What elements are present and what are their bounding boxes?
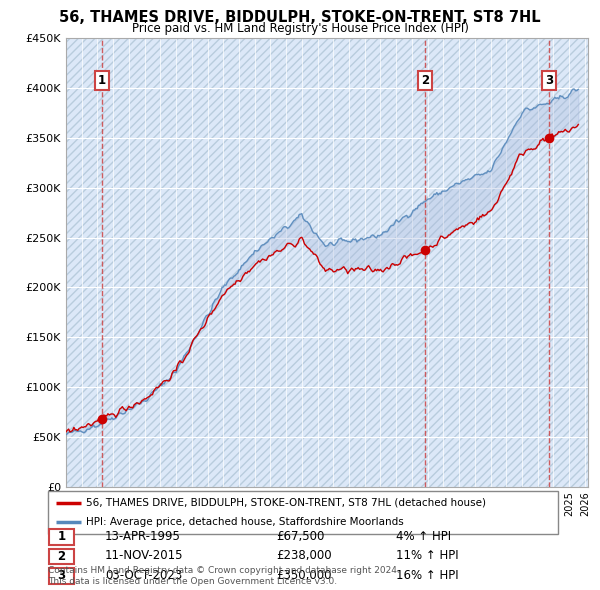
Text: HPI: Average price, detached house, Staffordshire Moorlands: HPI: Average price, detached house, Staf… xyxy=(86,517,404,527)
Text: 56, THAMES DRIVE, BIDDULPH, STOKE-ON-TRENT, ST8 7HL (detached house): 56, THAMES DRIVE, BIDDULPH, STOKE-ON-TRE… xyxy=(86,498,486,508)
Text: 3: 3 xyxy=(58,569,65,582)
FancyBboxPatch shape xyxy=(49,549,74,564)
Text: £238,000: £238,000 xyxy=(276,549,332,562)
Text: 2: 2 xyxy=(58,550,65,563)
Bar xyxy=(66,38,588,487)
Text: 11-NOV-2015: 11-NOV-2015 xyxy=(105,549,184,562)
Text: £350,000: £350,000 xyxy=(276,569,331,582)
Text: Contains HM Land Registry data © Crown copyright and database right 2024.
This d: Contains HM Land Registry data © Crown c… xyxy=(48,566,400,586)
Text: 03-OCT-2023: 03-OCT-2023 xyxy=(105,569,182,582)
Text: 16% ↑ HPI: 16% ↑ HPI xyxy=(396,569,458,582)
Text: 56, THAMES DRIVE, BIDDULPH, STOKE-ON-TRENT, ST8 7HL: 56, THAMES DRIVE, BIDDULPH, STOKE-ON-TRE… xyxy=(59,10,541,25)
Text: 2: 2 xyxy=(421,74,430,87)
Text: 13-APR-1995: 13-APR-1995 xyxy=(105,530,181,543)
Text: 1: 1 xyxy=(58,530,65,543)
FancyBboxPatch shape xyxy=(48,491,558,534)
Text: 1: 1 xyxy=(98,74,106,87)
Text: 4% ↑ HPI: 4% ↑ HPI xyxy=(396,530,451,543)
Text: £67,500: £67,500 xyxy=(276,530,325,543)
Text: 3: 3 xyxy=(545,74,554,87)
Text: Price paid vs. HM Land Registry's House Price Index (HPI): Price paid vs. HM Land Registry's House … xyxy=(131,22,469,35)
FancyBboxPatch shape xyxy=(49,529,74,545)
Text: 11% ↑ HPI: 11% ↑ HPI xyxy=(396,549,458,562)
FancyBboxPatch shape xyxy=(49,568,74,584)
